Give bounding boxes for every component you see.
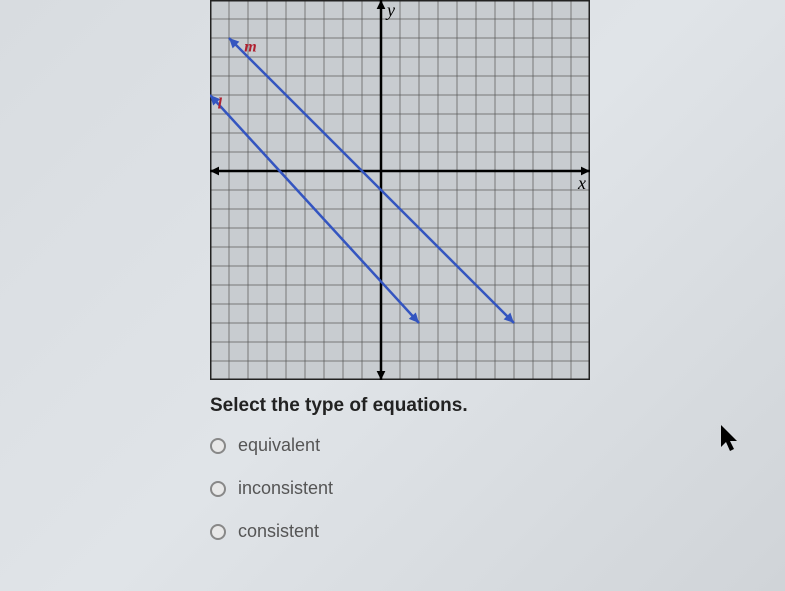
option-label: inconsistent [238,478,333,499]
coordinate-graph: y x m l [210,0,590,385]
option-inconsistent[interactable]: inconsistent [210,478,630,499]
svg-text:x: x [577,173,586,193]
svg-text:y: y [385,0,395,20]
option-label: consistent [238,521,319,542]
radio-icon [210,524,226,540]
option-label: equivalent [238,435,320,456]
radio-icon [210,438,226,454]
question-block: Select the type of equations. equivalent… [210,395,630,564]
radio-icon [210,481,226,497]
option-equivalent[interactable]: equivalent [210,435,630,456]
option-consistent[interactable]: consistent [210,521,630,542]
mouse-cursor-icon [720,425,742,453]
svg-text:m: m [244,38,256,55]
question-prompt: Select the type of equations. [210,395,630,417]
svg-text:l: l [218,95,223,112]
